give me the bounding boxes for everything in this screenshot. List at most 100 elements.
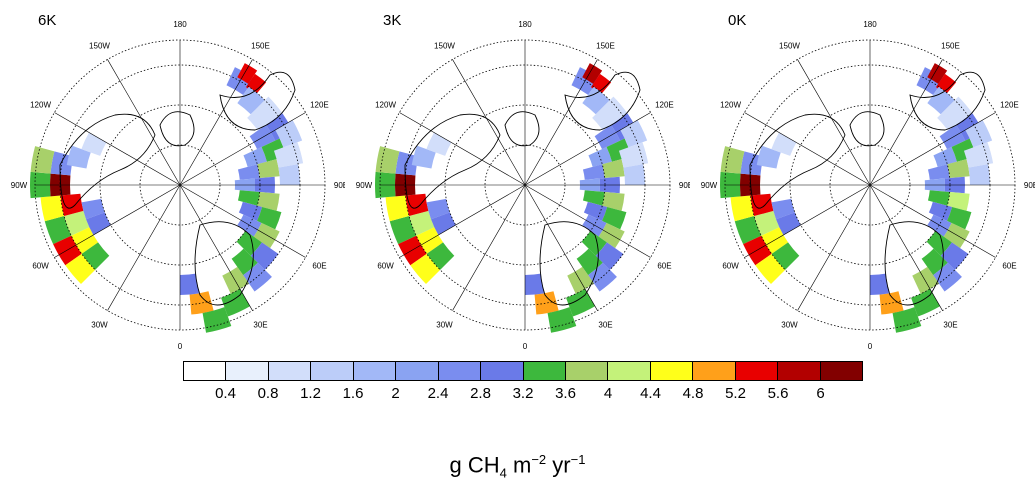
flux-cell — [963, 142, 994, 168]
meridian-line — [54, 184, 181, 258]
flux-cell — [395, 151, 419, 176]
meridian-line — [179, 184, 253, 311]
colorbar-tick-label: 4.4 — [640, 385, 661, 402]
flux-cell — [50, 151, 74, 176]
map-panel-0k: 180 150E 120E 90E 60E 30E 0 30W 60W 90W 120W 150W 0K — [690, 0, 1035, 350]
flux-cell — [525, 273, 545, 295]
flux-cell — [247, 96, 283, 131]
longitude-label: 90W — [356, 181, 373, 190]
flux-cell — [750, 193, 774, 217]
flux-cell — [582, 86, 610, 115]
longitude-label: 150W — [89, 42, 110, 51]
flux-cell — [926, 230, 952, 256]
meridian-line — [452, 59, 526, 186]
flux-cell — [771, 198, 795, 220]
longitude-label: 90W — [701, 181, 718, 190]
colorbar-box — [523, 362, 566, 380]
flux-cell — [257, 159, 280, 179]
longitude-label: 60W — [377, 262, 394, 271]
meridian-line — [179, 112, 306, 186]
coastline — [749, 71, 986, 306]
flux-cell — [582, 63, 603, 84]
flux-cell — [911, 288, 940, 317]
flux-cell — [243, 262, 272, 292]
flux-cell — [595, 242, 624, 270]
longitude-label: 120W — [30, 101, 51, 110]
meridian-line — [869, 184, 996, 258]
longitude-label: 150W — [779, 42, 800, 51]
flux-cell — [594, 124, 621, 150]
flux-cell — [870, 273, 890, 295]
flux-cell — [928, 201, 953, 221]
meridian-line — [524, 112, 651, 186]
colorbar-box — [820, 362, 862, 380]
flux-cell — [582, 164, 605, 180]
flux-cell — [947, 206, 972, 230]
polar-map: 180 150E 120E 90E 60E 30E 0 30W 60W 90W 120W 150W — [356, 20, 690, 350]
flux-cell — [740, 151, 764, 176]
flux-cell — [410, 253, 441, 284]
flux-cell — [253, 223, 280, 249]
coastline — [404, 71, 641, 306]
flux-cell — [623, 164, 645, 185]
flux-cell — [583, 201, 608, 221]
flux-cell — [602, 191, 625, 211]
longitude-label: 60E — [1002, 262, 1016, 271]
longitude-label: 150E — [941, 42, 960, 51]
flux-cell — [273, 142, 304, 168]
meridian-line — [744, 184, 871, 258]
meridian-line — [524, 184, 598, 311]
longitude-label: 180 — [863, 20, 877, 29]
flux-cell — [250, 242, 279, 270]
longitude-label: 120E — [310, 101, 329, 110]
flux-cell — [278, 164, 300, 185]
map-panel-3k: 180 150E 120E 90E 60E 30E 0 30W 60W 90W 120W 150W 3K — [345, 0, 690, 350]
meridian-line — [399, 184, 526, 258]
flux-cell — [761, 227, 789, 254]
flux-cell — [81, 242, 110, 270]
flux-cell — [426, 132, 452, 156]
flux-cell — [921, 248, 948, 276]
flux-cell — [567, 266, 594, 294]
longitude-label: 60E — [657, 262, 671, 271]
longitude-label: 150W — [434, 42, 455, 51]
colorbar-tick-label: 2.8 — [470, 385, 491, 402]
colorbar-box — [778, 362, 821, 380]
flux-cell — [60, 193, 84, 217]
flux-cell — [257, 206, 282, 230]
flux-cell — [947, 191, 970, 211]
flux-cell — [81, 198, 105, 220]
flux-cell — [44, 216, 72, 245]
longitude-label: 120E — [655, 101, 674, 110]
flux-cell — [237, 164, 260, 180]
meridian-line — [452, 184, 526, 311]
meridian-line — [399, 112, 526, 186]
panel-title: 0K — [728, 12, 747, 29]
colorbar-tick-label: 5.2 — [725, 385, 746, 402]
colorbar-tick-label: 3.2 — [512, 385, 534, 402]
flux-cell — [734, 216, 762, 245]
flux-cell — [431, 212, 456, 235]
longitude-label: 0 — [523, 342, 528, 350]
flux-cell — [943, 223, 970, 249]
colorbar-tick-label: 4 — [603, 385, 613, 402]
longitude-label: 90E — [334, 181, 345, 190]
flux-cell — [385, 195, 410, 222]
flux-cell — [730, 195, 755, 222]
flux-cell — [416, 227, 444, 254]
colorbar-box — [268, 362, 312, 380]
flux-cell — [582, 190, 605, 206]
panel-title: 6K — [38, 12, 57, 29]
colorbar-tick-label: 4.8 — [682, 385, 704, 402]
flux-cell — [231, 248, 258, 276]
flux-cell — [618, 142, 649, 168]
longitude-label: 30W — [91, 320, 108, 329]
flux-cell — [249, 124, 276, 150]
colorbar-tick-label: 0.8 — [257, 385, 279, 402]
flux-cell — [598, 223, 625, 249]
flux-cell — [892, 307, 922, 333]
flux-cell — [238, 201, 263, 221]
flux-cell — [426, 242, 455, 270]
longitude-label: 30E — [943, 320, 957, 329]
flux-cell — [180, 273, 200, 295]
